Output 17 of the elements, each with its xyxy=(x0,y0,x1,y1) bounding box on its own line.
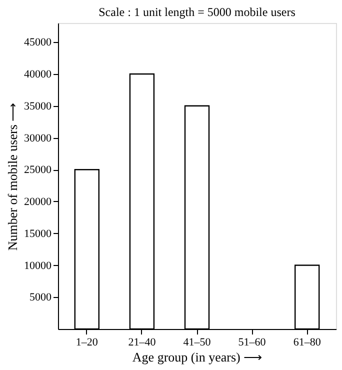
y-tick-label: 20000 xyxy=(24,196,52,208)
x-tick-label: 51–60 xyxy=(238,336,266,348)
y-tick-label: 15000 xyxy=(24,228,52,240)
y-tick-label: 30000 xyxy=(24,132,52,144)
x-tick-label: 41–50 xyxy=(183,336,212,348)
y-tick-label: 35000 xyxy=(24,100,52,112)
y-tick-label: 10000 xyxy=(24,260,52,272)
y-axis-title: Number of mobile users ⟶ xyxy=(5,102,20,251)
chart-title: Scale : 1 unit length = 5000 mobile users xyxy=(98,5,296,19)
y-tick-label: 25000 xyxy=(24,164,52,176)
x-tick-label: 21–40 xyxy=(128,336,156,348)
y-tick-label: 5000 xyxy=(30,292,52,304)
y-tick-label: 45000 xyxy=(24,36,52,49)
y-tick-label: 40000 xyxy=(24,68,52,80)
x-tick-label: 1–20 xyxy=(76,336,98,348)
x-tick-label: 61–80 xyxy=(293,336,322,348)
x-axis-title: Age group (in years) ⟶ xyxy=(132,350,263,364)
